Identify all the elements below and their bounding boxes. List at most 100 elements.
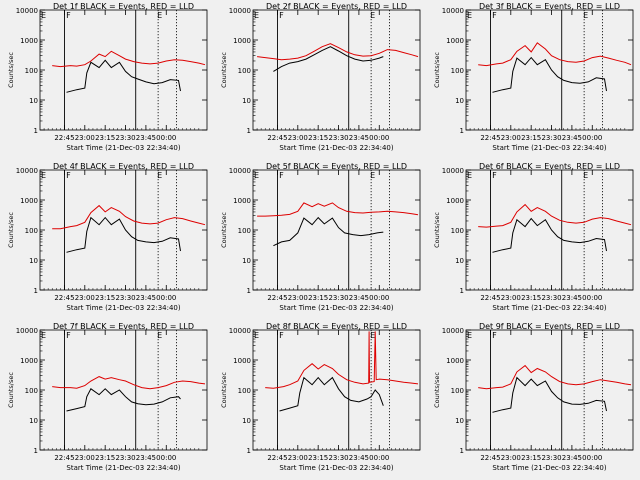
x-tick-label: 23:00 [75, 134, 95, 142]
marker-letter-start: E [467, 171, 472, 180]
x-tick-label: 23:45 [562, 134, 582, 142]
x-tick-label: 23:45 [136, 294, 156, 302]
y-tick-label: 10 [29, 257, 38, 265]
x-tick-label: 23:45 [136, 134, 156, 142]
series-events [492, 56, 607, 93]
y-tick-label: 1 [460, 127, 464, 135]
marker-letter: E [370, 331, 375, 340]
det-4f-chart: Det 4f BLACK = Events, RED = LLD 1 10 100 10… [7, 162, 208, 312]
y-tick-label: 10 [242, 417, 251, 425]
marker-letter: E [157, 171, 162, 180]
y-tick-label: 10000 [16, 7, 38, 15]
y-tick-label: 10000 [229, 167, 251, 175]
y-tick-label: 10000 [229, 327, 251, 335]
chart-title: Det 8f BLACK = Events, RED = LLD [266, 322, 407, 331]
y-tick-label: 1 [460, 287, 464, 295]
chart-title: Det 9f BLACK = Events, RED = LLD [479, 322, 620, 331]
marker-letter: F [492, 171, 497, 180]
y-tick-label: 100 [238, 67, 251, 75]
det-1f-chart: Det 1f BLACK = Events, RED = LLD 1 10 100 10… [7, 2, 208, 152]
series-events [273, 46, 384, 72]
marker-letter-start: E [41, 331, 46, 340]
y-tick-label: 1000 [446, 357, 464, 365]
x-tick-label: 23:15 [521, 134, 541, 142]
x-axis-label: Start Time (21-Dec-03 22:34:40) [66, 304, 180, 312]
x-tick-label: 23:30 [328, 294, 348, 302]
x-tick-label: 23:30 [541, 454, 561, 462]
plot-frame [465, 329, 634, 451]
x-axis-label: Start Time (21-Dec-03 22:34:40) [492, 144, 606, 152]
y-tick-label: 10 [242, 257, 251, 265]
x-tick-label: 23:00 [288, 134, 308, 142]
x-axis-label: Start Time (21-Dec-03 22:34:40) [279, 144, 393, 152]
y-axis-label: Counts/sec [220, 372, 228, 408]
marker-letter: F [279, 331, 284, 340]
det-3f-chart: Det 3f BLACK = Events, RED = LLD 1 10 100 10… [433, 2, 634, 152]
series-events [492, 217, 607, 253]
marker-letter: F [279, 171, 284, 180]
y-tick-label: 100 [451, 67, 464, 75]
series-lld [478, 42, 632, 67]
x-axis-label: Start Time (21-Dec-03 22:34:40) [492, 464, 606, 472]
marker-letter: F [279, 11, 284, 20]
x-tick-label: 23:45 [562, 454, 582, 462]
y-tick-label: 1 [34, 287, 38, 295]
x-tick-label: 00:00 [156, 454, 176, 462]
y-tick-label: 100 [238, 227, 251, 235]
series-lld [257, 202, 419, 217]
y-tick-label: 1 [247, 127, 251, 135]
x-tick-label: 22:45 [267, 454, 287, 462]
series-events [492, 376, 607, 413]
x-tick-label: 00:00 [369, 134, 389, 142]
x-tick-label: 23:00 [501, 454, 521, 462]
y-tick-label: 10 [29, 97, 38, 105]
y-tick-label: 10 [455, 97, 464, 105]
series-lld [265, 331, 419, 389]
x-tick-label: 23:30 [115, 294, 135, 302]
x-tick-label: 22:45 [267, 134, 287, 142]
series-lld [52, 204, 206, 230]
marker-letter: E [583, 171, 588, 180]
y-axis-label: Counts/sec [7, 372, 15, 408]
y-tick-label: 1000 [20, 197, 38, 205]
x-tick-label: 23:00 [288, 294, 308, 302]
x-tick-label: 23:00 [75, 294, 95, 302]
plot-frame [39, 329, 208, 451]
marker-letter-start: E [41, 171, 46, 180]
marker-letter: E [370, 171, 375, 180]
y-tick-label: 10000 [16, 327, 38, 335]
x-tick-label: 23:00 [501, 294, 521, 302]
y-tick-label: 10000 [442, 327, 464, 335]
x-tick-label: 23:15 [308, 294, 328, 302]
marker-letter: F [66, 171, 71, 180]
plot-frame [252, 9, 421, 131]
marker-letter: E [583, 331, 588, 340]
series-events [279, 376, 384, 412]
x-tick-label: 23:00 [288, 454, 308, 462]
y-tick-label: 10000 [16, 167, 38, 175]
y-axis-label: Counts/sec [7, 52, 15, 88]
det-2f-chart: Det 2f BLACK = Events, RED = LLD 1 10 100 10… [220, 2, 421, 152]
marker-letter-start: E [467, 331, 472, 340]
series-events [66, 388, 181, 412]
x-tick-label: 23:15 [521, 454, 541, 462]
x-tick-label: 23:30 [115, 134, 135, 142]
x-tick-label: 23:45 [349, 134, 369, 142]
x-axis-label: Start Time (21-Dec-03 22:34:40) [66, 464, 180, 472]
plot-frame [39, 169, 208, 291]
y-tick-label: 1 [247, 447, 251, 455]
y-tick-label: 100 [25, 67, 38, 75]
y-tick-label: 1000 [446, 197, 464, 205]
y-tick-label: 1 [34, 127, 38, 135]
x-tick-label: 00:00 [156, 294, 176, 302]
y-tick-label: 1000 [446, 37, 464, 45]
marker-letter: F [492, 331, 497, 340]
x-tick-label: 23:30 [115, 454, 135, 462]
x-tick-label: 22:45 [54, 454, 74, 462]
x-tick-label: 23:15 [95, 294, 115, 302]
marker-letter: F [492, 11, 497, 20]
y-axis-label: Counts/sec [433, 52, 441, 88]
y-tick-label: 1000 [20, 357, 38, 365]
y-tick-label: 10 [455, 257, 464, 265]
